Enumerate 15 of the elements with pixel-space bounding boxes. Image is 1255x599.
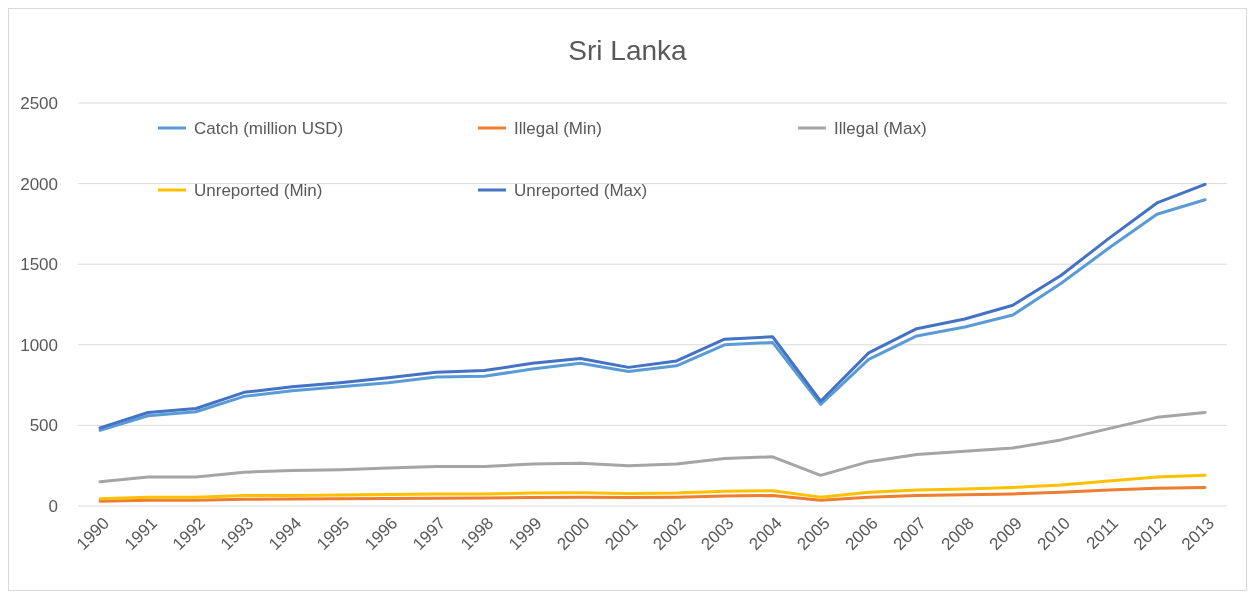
legend-label: Illegal (Max) [834,118,927,138]
legend-label: Illegal (Min) [514,118,602,138]
y-tick-label: 500 [29,416,58,436]
y-tick-label: 0 [48,496,58,516]
chart-title: Sri Lanka [568,35,688,66]
legend-label: Unreported (Min) [194,180,323,200]
legend-label: Unreported (Max) [514,180,648,200]
legend-label: Catch (million USD) [194,118,344,138]
y-tick-label: 2500 [20,93,58,113]
y-tick-label: 2000 [20,174,58,194]
line-series [98,411,1207,484]
y-tick-label: 1500 [20,255,58,275]
line-series [98,473,1207,501]
line-series [98,485,1207,503]
y-tick-label: 1000 [20,335,58,355]
